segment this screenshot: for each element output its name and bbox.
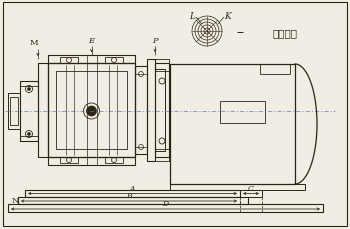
Circle shape — [86, 106, 97, 117]
Bar — [60, 58, 78, 64]
Text: C: C — [248, 184, 254, 192]
Bar — [25, 190, 240, 197]
Text: E: E — [89, 37, 94, 45]
Circle shape — [28, 88, 30, 91]
Bar — [155, 72, 169, 149]
Bar — [220, 101, 265, 123]
Bar — [48, 56, 135, 64]
Text: 吸排气口: 吸排气口 — [273, 28, 298, 38]
Bar — [147, 60, 155, 161]
Bar — [260, 65, 290, 75]
Bar — [8, 204, 323, 212]
Bar — [20, 87, 38, 136]
Text: L: L — [189, 11, 195, 20]
Bar — [155, 60, 169, 161]
Text: M: M — [30, 39, 38, 47]
Bar — [155, 64, 169, 157]
Bar — [18, 197, 248, 204]
Bar — [48, 64, 135, 157]
Text: A: A — [130, 184, 135, 192]
Bar — [105, 157, 123, 163]
Text: D: D — [162, 200, 169, 208]
Bar — [38, 64, 48, 157]
Bar — [240, 190, 262, 197]
Text: B: B — [126, 192, 132, 200]
Bar — [105, 58, 123, 64]
Text: K: K — [225, 11, 231, 20]
Bar — [8, 94, 20, 129]
Text: P: P — [152, 37, 158, 45]
Bar — [170, 65, 295, 184]
Bar — [170, 184, 305, 190]
Bar — [20, 82, 38, 141]
Bar — [135, 67, 147, 154]
Bar — [10, 98, 18, 125]
Circle shape — [28, 133, 30, 136]
Text: N: N — [11, 196, 19, 204]
Bar — [60, 157, 78, 163]
Bar — [56, 72, 127, 149]
Bar — [155, 70, 165, 151]
Bar — [48, 157, 135, 165]
